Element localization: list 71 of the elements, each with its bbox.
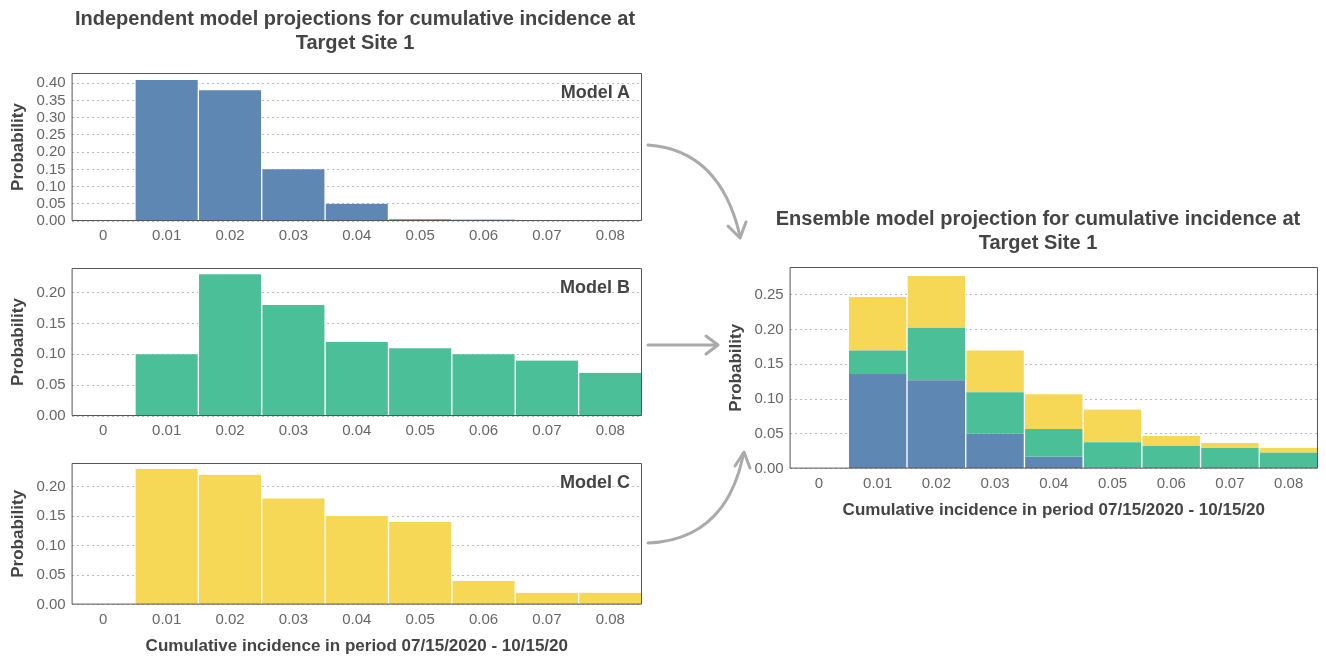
x-tick-label: 0.07 (532, 421, 562, 439)
y-tick-label: 0.10 (36, 344, 66, 362)
x-tick-label: 0.03 (980, 473, 1010, 491)
y-tick-label: 0.20 (36, 142, 66, 160)
x-axis-title: Cumulative incidence in period 07/15/2020 - 10/15/20 (842, 500, 1265, 520)
x-tick-label: 0.01 (152, 609, 182, 627)
y-tick-label: 0.15 (36, 159, 66, 177)
y-tick-label: 0.15 (36, 506, 66, 524)
x-tick-label: 0.04 (342, 609, 372, 627)
x-tick-label: 0.05 (405, 609, 435, 627)
y-axis-title: Probability (7, 297, 27, 386)
y-tick-label: 0.10 (36, 176, 66, 194)
x-tick-label: 0.05 (405, 226, 435, 244)
y-tick-label: 0.15 (754, 354, 784, 372)
y-axis-title: Probability (7, 489, 27, 578)
y-tick-label: 0.25 (36, 125, 66, 143)
x-tick-label: 0.06 (468, 226, 499, 244)
y-tick-label: 0.00 (754, 458, 784, 476)
x-axis-title: Cumulative incidence in period 07/15/2020 - 10/15/20 (145, 636, 568, 656)
x-tick-label: 0.03 (278, 609, 309, 627)
y-tick-label: 0.05 (36, 193, 66, 211)
x-tick-label: 0.02 (215, 226, 245, 244)
x-tick-label: 0.08 (595, 226, 625, 244)
x-tick-label: 0.01 (152, 226, 182, 244)
x-tick-label: 0.04 (1039, 473, 1069, 491)
chart-title: Independent model projections for cumulative incidence at Target Site 1 (73, 6, 637, 54)
y-tick-label: 0.20 (36, 476, 66, 494)
x-tick-label: 0.07 (532, 226, 562, 244)
text: Model B (560, 276, 630, 297)
x-tick-label: 0.02 (215, 609, 245, 627)
x-tick-label: 0.01 (863, 473, 893, 491)
x-tick-label: 0.03 (278, 226, 309, 244)
x-tick-label: 0.05 (1097, 473, 1128, 491)
y-tick-label: 0.00 (36, 406, 66, 424)
y-tick-label: 0.15 (36, 313, 66, 331)
x-tick-label: 0 (814, 473, 824, 491)
y-tick-label: 0.20 (754, 319, 784, 337)
y-tick-label: 0.30 (36, 107, 66, 125)
y-tick-label: 0.10 (754, 389, 784, 407)
x-tick-label: 0.08 (595, 421, 625, 439)
y-tick-label: 0.40 (36, 73, 66, 91)
y-tick-label: 0.20 (36, 282, 66, 300)
text: Model A (560, 81, 630, 102)
x-tick-label: 0.06 (468, 421, 499, 439)
y-tick-label: 0.10 (36, 535, 66, 553)
x-tick-label: 0.04 (342, 421, 372, 439)
chart-title: Ensemble model projection for cumulative incidence at Target Site 1 (774, 206, 1302, 254)
x-tick-label: 0.07 (532, 609, 562, 627)
x-tick-label: 0 (99, 609, 108, 627)
y-tick-label: 0.25 (754, 284, 784, 302)
y-tick-label: 0.00 (36, 594, 66, 612)
y-tick-label: 0.05 (36, 565, 66, 583)
y-axis-title: Probability (725, 323, 745, 412)
x-tick-label: 0.08 (595, 609, 625, 627)
x-tick-label: 0.08 (1274, 473, 1304, 491)
y-tick-label: 0.05 (36, 375, 66, 393)
y-axis-title: Probability (7, 102, 27, 191)
x-tick-label: 0.04 (342, 226, 372, 244)
y-tick-label: 0.00 (36, 211, 66, 229)
x-tick-label: 0 (99, 226, 108, 244)
y-tick-label: 0.35 (36, 90, 66, 108)
x-tick-label: 0 (99, 421, 108, 439)
x-tick-label: 0.05 (405, 421, 435, 439)
x-tick-label: 0.01 (152, 421, 182, 439)
x-tick-label: 0.02 (921, 473, 951, 491)
x-tick-label: 0.03 (278, 421, 309, 439)
x-tick-label: 0.07 (1215, 473, 1245, 491)
x-tick-label: 0.06 (468, 609, 499, 627)
text: Model C (560, 471, 630, 492)
x-tick-label: 0.06 (1156, 473, 1186, 491)
x-tick-label: 0.02 (215, 421, 245, 439)
